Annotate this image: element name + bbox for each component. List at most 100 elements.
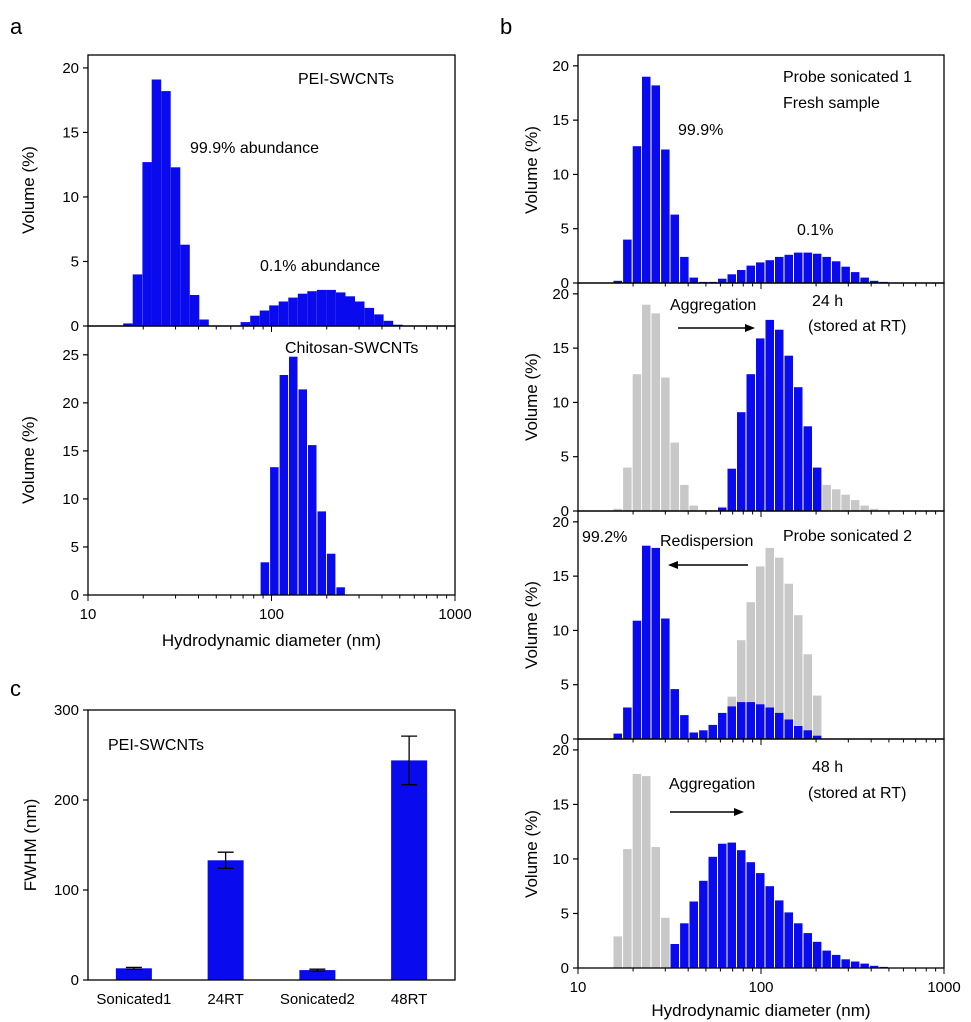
bar-b4-s0-5 [661, 917, 670, 968]
label-99-9-abundance: 99.9% abundance [190, 140, 319, 157]
bar-b3-s1-9 [699, 730, 708, 739]
bar-b1-s0-11 [718, 278, 727, 283]
y-axis-label-b2: Volume (%) [522, 353, 541, 441]
chart-a-top: 0 5 10 15 20 Volume (%) [19, 54, 456, 335]
bar-a-bottom-s0-8 [336, 587, 345, 595]
label-probe-sonicated-2: Probe sonicated 2 [783, 528, 912, 545]
category-label-c-1: 24RT [207, 991, 243, 1008]
label-pei-swcnts-c: PEI-SWCNTs [108, 737, 204, 754]
bar-b4-s1-11 [775, 900, 784, 968]
bar-a-bottom-s0-3 [289, 356, 298, 595]
label-fresh-sample: Fresh sample [783, 95, 880, 112]
bar-b1-s0-2 [632, 146, 642, 283]
bar-a-bottom-s0-1 [270, 467, 279, 595]
bar-b2-s1-7 [784, 355, 793, 511]
ytick-label-b3-4: 20 [552, 514, 569, 531]
bar-b3-s1-2 [632, 620, 642, 739]
ytick-label-b2-4: 20 [552, 286, 569, 303]
bar-b3-s1-15 [756, 704, 765, 739]
bar-a-top-s0-16 [297, 293, 308, 326]
bar-b4-s1-4 [708, 856, 717, 968]
bar-c-0 [115, 968, 152, 980]
x-axis-label-a-bottom: Hydrodynamic diameter (nm) [162, 631, 381, 650]
bar-b3-s1-4 [651, 547, 660, 739]
bar-a-bottom-s0-7 [326, 553, 336, 595]
bar-b1-s0-4 [651, 85, 660, 284]
bar-b4-s1-20 [860, 963, 869, 968]
bar-b4-s1-12 [784, 912, 793, 968]
bar-b3-s1-5 [661, 618, 670, 739]
bar-b4-s0-2 [632, 773, 642, 968]
bar-b3-s1-3 [642, 545, 651, 739]
xtick-label-a-bottom-2: 1000 [438, 606, 471, 623]
xtick-label-b4-1: 100 [748, 979, 773, 996]
bar-a-top-s0-14 [278, 301, 289, 326]
ytick-label-b3-0: 0 [561, 731, 569, 748]
label-aggregation-24h: Aggregation [670, 297, 756, 314]
bar-b2-s0-26 [860, 505, 869, 511]
chart-b2: 0 5 10 15 20 Volume (%) [522, 282, 945, 520]
bar-a-top-s0-24 [374, 314, 384, 326]
label-pei-swcnts: PEI-SWCNTs [298, 71, 394, 88]
bar-b2-s0-7 [680, 484, 689, 511]
bar-b2-s1-0 [718, 507, 727, 511]
bar-b4-s1-13 [794, 923, 803, 968]
bar-a-top-s0-13 [269, 305, 279, 326]
bar-b3-s1-21 [812, 735, 822, 739]
bar-b2-s0-2 [632, 374, 642, 511]
xtick-label-b4-2: 1000 [927, 979, 960, 996]
bar-b1-s0-22 [822, 256, 831, 283]
ytick-label-b2-1: 5 [561, 449, 569, 466]
bar-a-bottom-s0-0 [260, 562, 270, 595]
bar-b4-s1-1 [680, 923, 689, 968]
xtick-label-a-bottom-0: 10 [80, 606, 97, 623]
bar-a-top-s0-15 [288, 297, 298, 326]
ytick-label-b4-1: 5 [561, 905, 569, 922]
bar-b3-s1-8 [689, 732, 698, 739]
ytick-label-c-0: 0 [71, 972, 79, 989]
bar-b3-s0-3 [746, 602, 755, 739]
ytick-label-a-top-3: 15 [62, 124, 79, 141]
bar-b4-s1-14 [803, 933, 812, 968]
chart-c: Sonicated1 24RT Sonicated2 48RT 0 100 200 300 FW… [21, 702, 456, 1008]
bar-b4-s0-1 [623, 849, 632, 968]
bar-a-top-s0-23 [364, 307, 375, 326]
y-axis-label-a-bottom: Volume (%) [19, 416, 38, 504]
ytick-label-a-top-2: 10 [62, 189, 79, 206]
label-aggregation-48h: Aggregation [669, 776, 755, 793]
bar-b1-s0-20 [803, 252, 812, 283]
ytick-label-b4-4: 20 [552, 742, 569, 759]
bar-b3-s1-13 [737, 702, 746, 739]
bar-a-top-s0-4 [161, 91, 171, 326]
bar-b1-s0-18 [784, 254, 793, 283]
ytick-label-a-bottom-1: 5 [71, 539, 79, 556]
label-0-1-abundance: 0.1% abundance [260, 258, 380, 275]
bar-b3-s0-2 [737, 640, 746, 739]
bar-b1-s0-19 [794, 252, 803, 283]
category-label-c-2: Sonicated2 [280, 991, 355, 1008]
bar-a-bottom-s0-2 [279, 375, 289, 595]
bar-b3-s0-8 [794, 615, 803, 739]
bar-b1-s0-3 [642, 76, 651, 283]
bar-b3-s1-17 [775, 712, 784, 739]
label-0-1: 0.1% [797, 222, 833, 239]
bar-b2-s1-2 [737, 412, 746, 511]
label-24-h: 24 h [812, 293, 843, 310]
panel-label-b: b [500, 14, 512, 39]
chart-b4: 0 5 10 15 20 10 100 1000 Hydrodynamic diameter (… [522, 738, 961, 1020]
bar-a-top-s0-11 [250, 315, 260, 326]
arrow-aggregation-48h [670, 808, 744, 816]
bar-b1-s0-1 [623, 239, 632, 283]
bar-b1-s0-24 [841, 266, 850, 283]
y-axis-label-b1: Volume (%) [522, 126, 541, 214]
bar-b1-s0-13 [737, 270, 746, 283]
bar-b3-s1-10 [708, 724, 717, 739]
bar-b1-s0-7 [680, 256, 689, 283]
y-axis-label-c: FWHM (nm) [21, 799, 40, 892]
bar-a-top-s0-5 [170, 167, 181, 326]
bar-c-1 [207, 860, 244, 980]
plot-frame-c [87, 709, 456, 981]
bar-b3-s1-7 [680, 715, 689, 739]
bar-b3-s1-16 [765, 707, 774, 739]
